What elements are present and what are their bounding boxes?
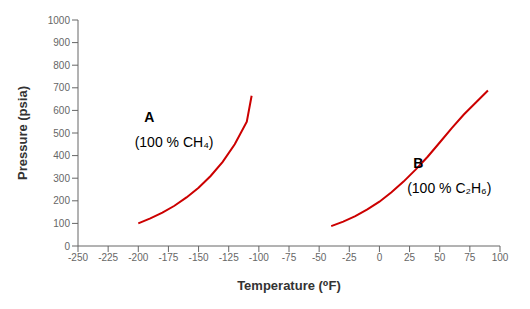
svg-text:100: 100: [53, 218, 70, 229]
svg-text:75: 75: [464, 252, 476, 263]
svg-text:300: 300: [53, 173, 70, 184]
svg-text:600: 600: [53, 105, 70, 116]
svg-text:0: 0: [377, 252, 383, 263]
svg-text:-200: -200: [128, 252, 148, 263]
svg-text:200: 200: [53, 195, 70, 206]
svg-text:Temperature (⁰F): Temperature (⁰F): [237, 278, 341, 293]
svg-text:B: B: [413, 155, 423, 171]
svg-text:1000: 1000: [48, 15, 71, 26]
svg-text:(100 % C₂H₆): (100 % C₂H₆): [407, 180, 491, 196]
svg-text:-125: -125: [219, 252, 239, 263]
svg-text:100: 100: [492, 252, 509, 263]
svg-text:25: 25: [404, 252, 416, 263]
svg-text:500: 500: [53, 128, 70, 139]
svg-text:0: 0: [64, 241, 70, 252]
svg-text:A: A: [144, 109, 154, 125]
svg-text:800: 800: [53, 60, 70, 71]
svg-text:-225: -225: [98, 252, 118, 263]
svg-text:Pressure (psia): Pressure (psia): [15, 86, 30, 180]
svg-text:400: 400: [53, 150, 70, 161]
svg-text:900: 900: [53, 37, 70, 48]
svg-text:-50: -50: [312, 252, 327, 263]
svg-text:-175: -175: [158, 252, 178, 263]
svg-text:-150: -150: [189, 252, 209, 263]
svg-text:-75: -75: [282, 252, 297, 263]
svg-text:-25: -25: [342, 252, 357, 263]
svg-text:700: 700: [53, 82, 70, 93]
svg-text:(100 % CH₄): (100 % CH₄): [135, 134, 214, 150]
svg-text:-100: -100: [249, 252, 269, 263]
svg-text:50: 50: [434, 252, 446, 263]
svg-text:-250: -250: [68, 252, 88, 263]
